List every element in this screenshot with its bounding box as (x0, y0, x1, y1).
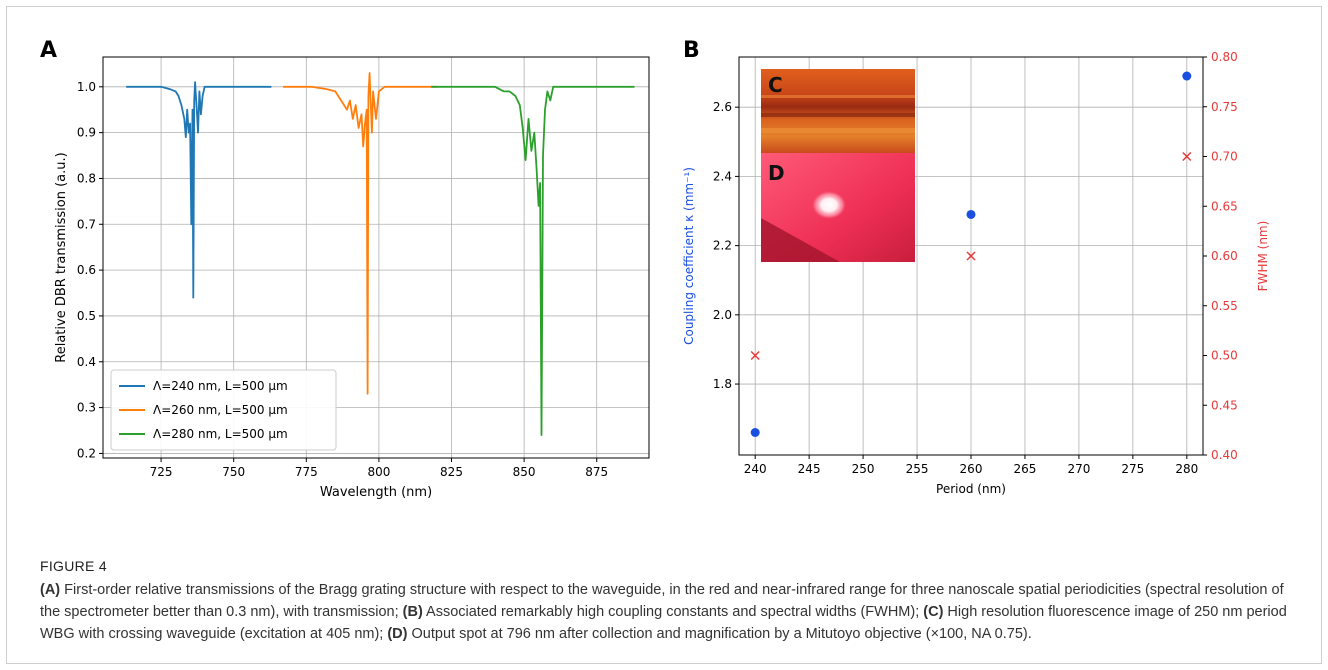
a-ytick-label-2: 0.4 (77, 355, 96, 369)
a-xtick-label-1: 750 (222, 465, 245, 479)
b-ytick-right-label-4: 0.60 (1211, 249, 1238, 263)
caption-tag-b: (B) (402, 604, 423, 620)
b-kappa-point-0 (750, 428, 760, 438)
b-xtick-label-0: 240 (744, 462, 767, 476)
caption-tag-a: (A) (40, 582, 61, 598)
b-xlabel: Period (nm) (936, 482, 1006, 496)
b-ytick-left-label-4: 2.6 (713, 100, 732, 114)
caption-text-c: High resolution fluorescence image of 25… (40, 604, 1287, 642)
b-xtick-label-1: 245 (798, 462, 821, 476)
a-ytick-label-7: 0.9 (77, 126, 96, 140)
a-legend-label-1: Λ=260 nm, L=500 μm (153, 403, 288, 417)
b-kappa-point-1 (966, 209, 976, 219)
a-legend-label-2: Λ=280 nm, L=500 μm (153, 427, 288, 441)
figure-label: FIGURE 4 (40, 558, 107, 574)
b-ytick-right-label-6: 0.70 (1211, 150, 1238, 164)
b-fwhm-point-2 (1182, 151, 1192, 162)
b-ytick-right-label-7: 0.75 (1211, 100, 1238, 114)
b-fwhm-point-0 (750, 350, 760, 361)
a-ytick-label-5: 0.7 (77, 217, 96, 231)
a-xtick-label-6: 875 (585, 465, 608, 479)
figure-svg: A 725 750 775 800 825 850 875 0.2 0.3 0.4 0.5 0.6 0.… (40, 38, 1270, 500)
b-ytick-left-label-3: 2.4 (713, 169, 732, 183)
b-ytick-right-label-1: 0.45 (1211, 398, 1238, 412)
b-ytick-right-label-3: 0.55 (1211, 299, 1238, 313)
a-xtick-label-0: 725 (150, 465, 173, 479)
panel-a-label: A (40, 38, 57, 63)
a-ytick-label-1: 0.3 (77, 401, 96, 415)
a-xtick-label-5: 850 (513, 465, 536, 479)
b-xtick-label-2: 250 (852, 462, 875, 476)
a-ytick-label-4: 0.6 (77, 263, 96, 277)
b-ylabel-right: FWHM (nm) (1256, 221, 1270, 292)
panel-b-label: B (683, 38, 700, 63)
caption-tag-c: (C) (923, 604, 944, 620)
figure-frame (6, 6, 1322, 664)
b-ytick-left-label-0: 1.8 (713, 377, 732, 391)
b-ytick-right-label-5: 0.65 (1211, 199, 1238, 213)
b-xtick-label-7: 275 (1121, 462, 1144, 476)
b-xtick-label-6: 270 (1067, 462, 1090, 476)
b-xtick-label-5: 265 (1014, 462, 1037, 476)
b-ytick-left-label-2: 2.2 (713, 239, 732, 253)
a-series-line-0 (126, 81, 272, 299)
panel-b-chart: 240 245 250 255 260 265 270 275 280 1.8 2.0 2.2 2.4 2… (682, 50, 1270, 496)
b-kappa-point-2 (1182, 71, 1192, 81)
a-xtick-label-3: 800 (367, 465, 390, 479)
a-plot-frame (102, 56, 650, 459)
a-series-line-1 (283, 72, 437, 395)
a-ytick-label-3: 0.5 (77, 309, 96, 323)
a-legend-box (110, 369, 337, 451)
a-legend-label-0: Λ=240 nm, L=500 μm (153, 379, 288, 393)
a-ylabel: Relative DBR transmission (a.u.) (54, 152, 69, 362)
inset-d-label: D (768, 161, 785, 185)
a-ytick-label-0: 0.2 (77, 446, 96, 460)
b-ytick-right-label-2: 0.50 (1211, 349, 1238, 363)
a-series-line-2 (431, 85, 635, 437)
caption-tag-d: (D) (387, 626, 408, 642)
a-xlabel: Wavelength (nm) (320, 485, 432, 500)
panel-a-chart: 725 750 775 800 825 850 875 0.2 0.3 0.4 0.5 0.6 0.7 0… (54, 56, 650, 500)
b-xtick-label-8: 280 (1175, 462, 1198, 476)
b-fwhm-point-1 (966, 251, 976, 261)
caption-text: (A) First-order relative transmissions o… (40, 579, 1300, 645)
inset-d-image: D (761, 153, 915, 262)
b-ytick-right-label-8: 0.80 (1211, 50, 1238, 64)
b-xtick-label-4: 260 (960, 462, 983, 476)
b-xtick-label-3: 255 (906, 462, 929, 476)
inset-c-label: C (768, 73, 783, 97)
b-ytick-right-label-0: 0.40 (1211, 448, 1238, 462)
b-ylabel-left: Coupling coefficient κ (mm⁻¹) (682, 167, 696, 345)
b-ytick-left-label-1: 2.0 (713, 308, 732, 322)
a-ytick-label-8: 1.0 (77, 80, 96, 94)
caption-text-d: Output spot at 796 nm after collection a… (407, 626, 1032, 642)
inset-c-image: C (761, 69, 915, 153)
a-xtick-label-2: 775 (295, 465, 318, 479)
a-xtick-label-4: 825 (440, 465, 463, 479)
a-ytick-label-6: 0.8 (77, 171, 96, 185)
caption-text-a: First-order relative transmissions of th… (40, 582, 1284, 620)
figure-caption: FIGURE 4 (A) First-order relative transm… (40, 555, 1300, 645)
caption-text-b: Associated remarkably high coupling cons… (422, 604, 924, 620)
